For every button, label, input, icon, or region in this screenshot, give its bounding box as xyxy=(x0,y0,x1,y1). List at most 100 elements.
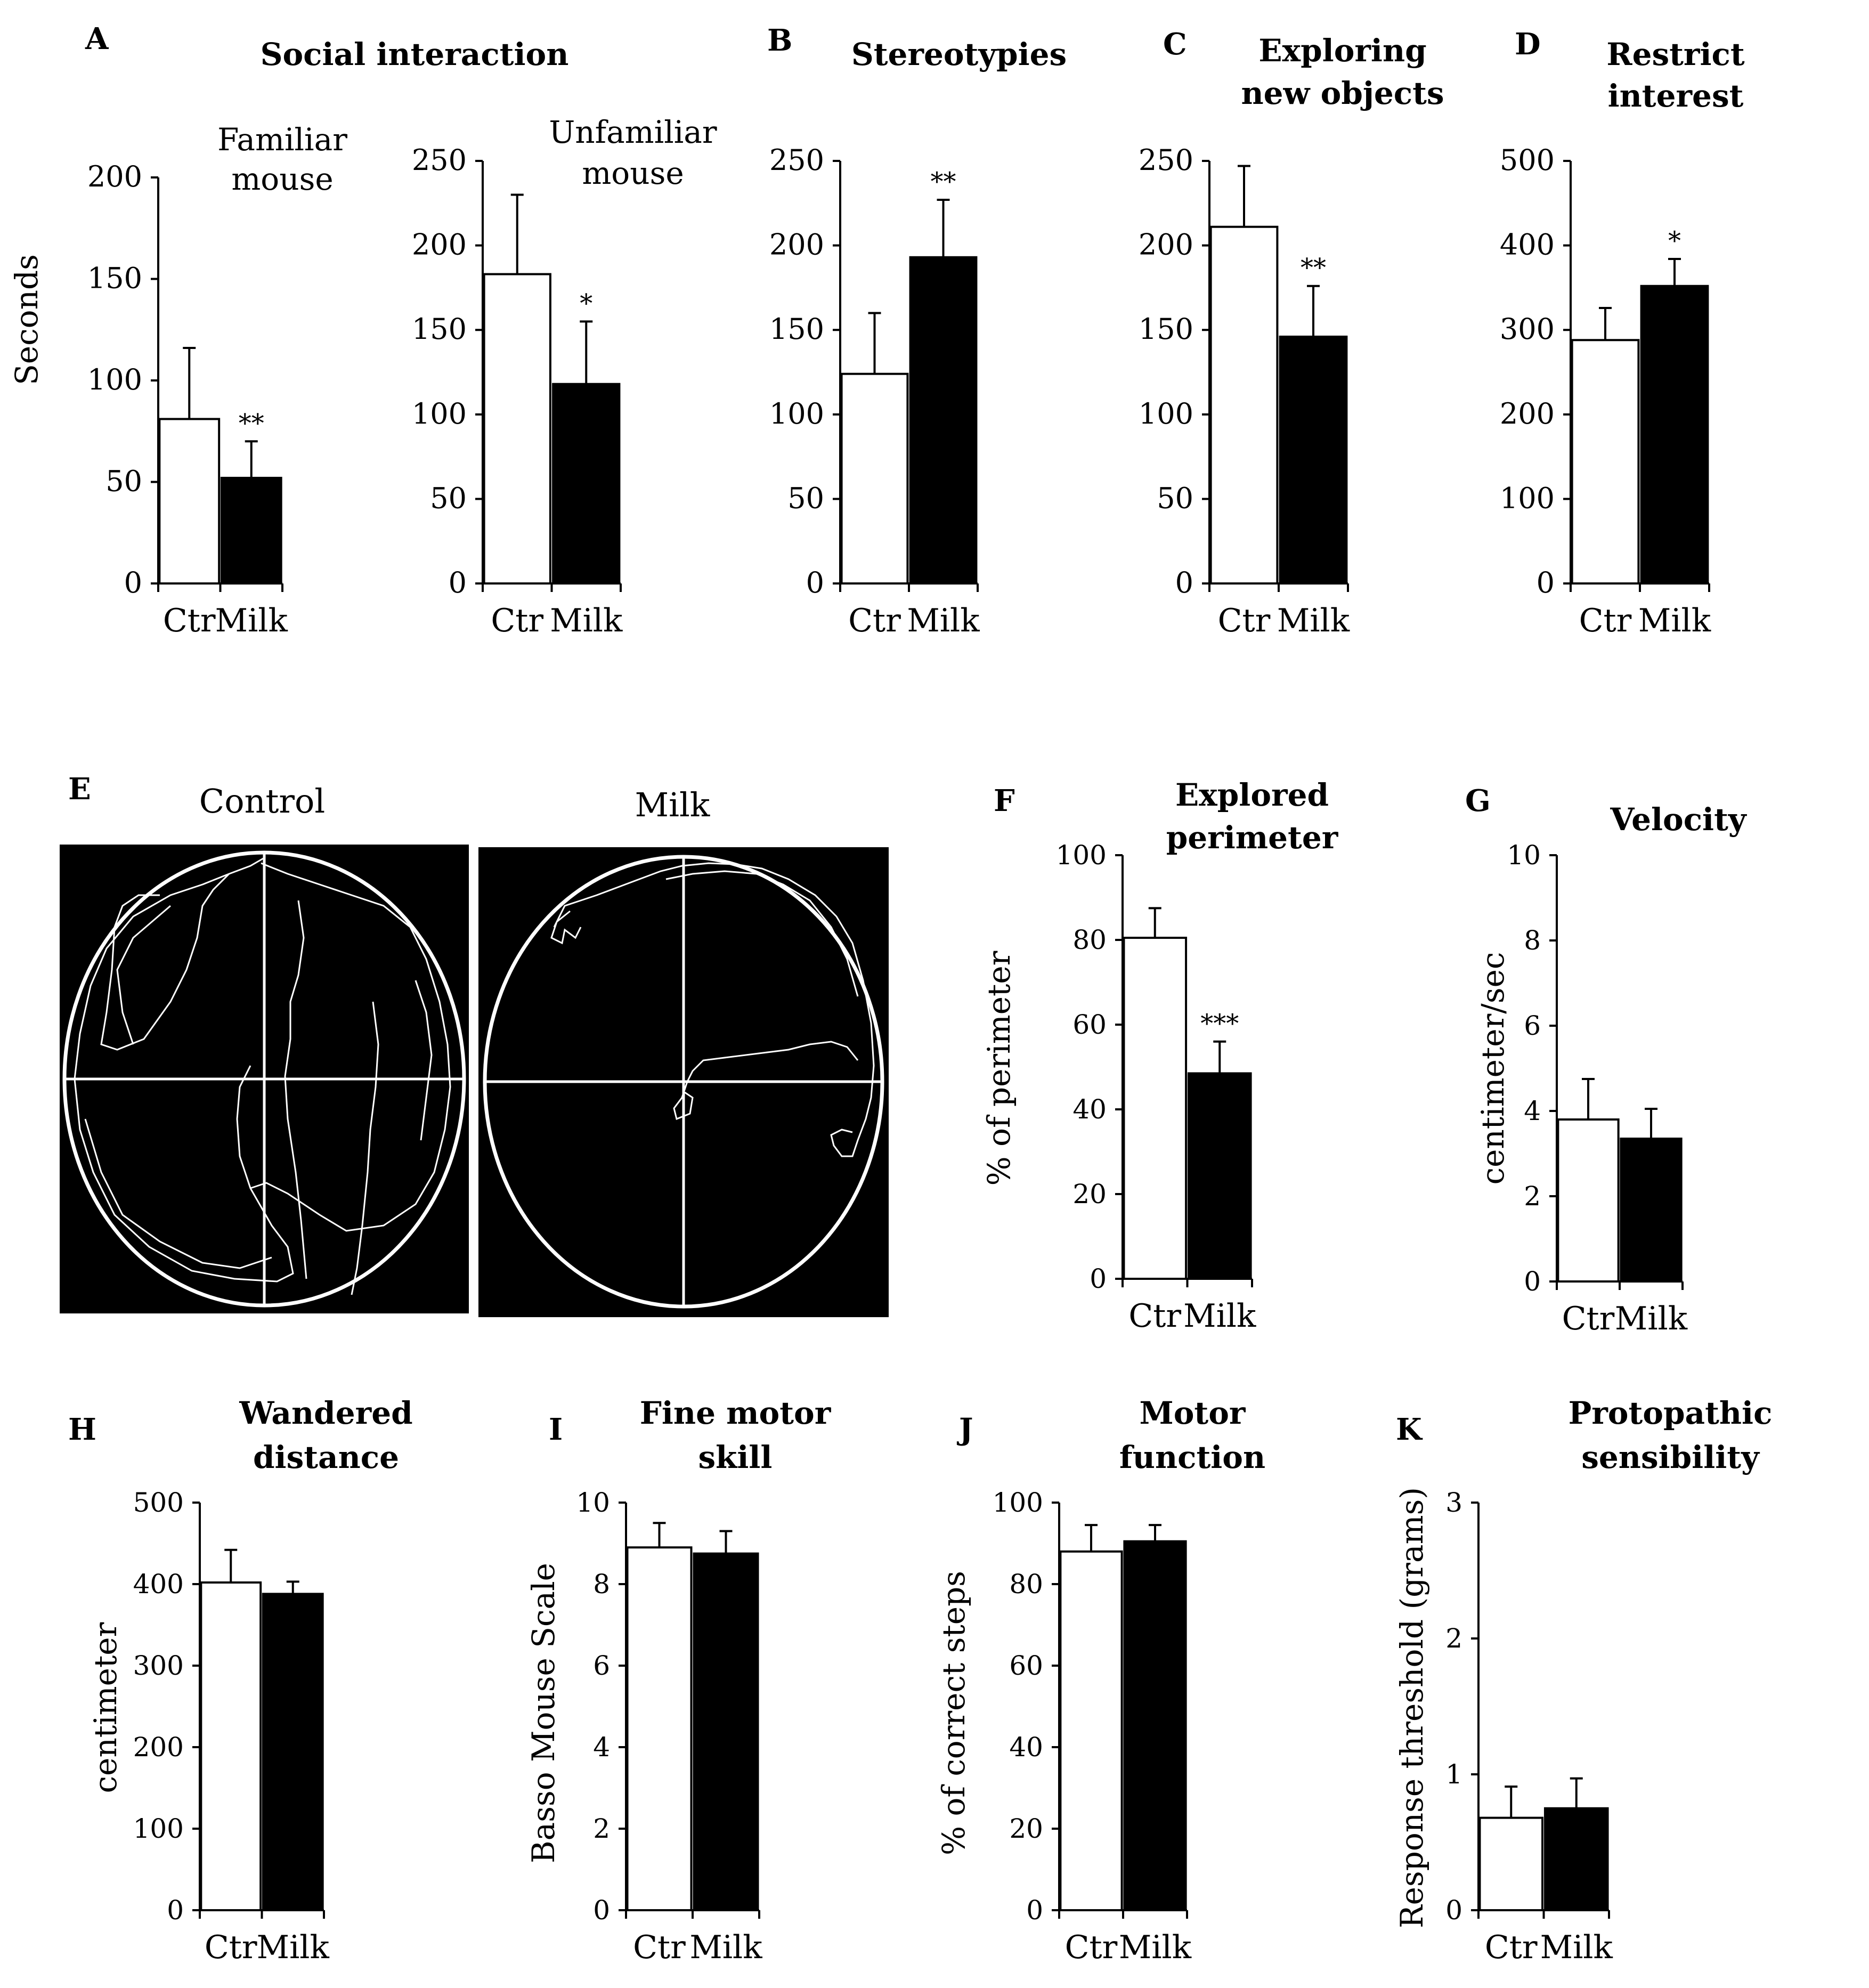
bar-milk xyxy=(1543,1807,1609,1911)
x-category-label: Milk xyxy=(1615,1300,1688,1337)
chart-title-line: Restrict xyxy=(1606,36,1744,72)
chart-title-line: Explored xyxy=(1175,777,1329,813)
chart-A2: Unfamiliar mouse 0 50 100 150 200 250 Ctr Milk * xyxy=(412,114,717,639)
chart-title-line: interest xyxy=(1608,78,1744,114)
y-tick-label: 0 xyxy=(1175,566,1193,599)
bar-ctr xyxy=(483,273,551,585)
x-category-label: Milk xyxy=(215,602,288,639)
y-tick-label: 300 xyxy=(133,1650,184,1681)
bar-milk xyxy=(909,256,978,585)
significance-marker: ** xyxy=(931,167,956,197)
y-tick-label: 10 xyxy=(1507,840,1541,871)
significance-marker: *** xyxy=(1200,1009,1239,1038)
bar-ctr xyxy=(1557,1118,1620,1283)
chart-K: K Protopathic sensibility 0 1 2 3 Ctr Milk Respon… xyxy=(1394,1395,1772,1966)
chart-D: D Restrict interest 0 100 200 300 400 500 Ctr Milk… xyxy=(1500,27,1745,639)
bar-milk xyxy=(552,383,621,585)
bar-milk xyxy=(262,1593,324,1912)
y-tick-label: 400 xyxy=(133,1569,184,1600)
y-axis-label: % of correct steps xyxy=(936,1571,972,1855)
y-tick-label: 0 xyxy=(167,1895,184,1926)
y-tick-label: 4 xyxy=(1524,1096,1541,1126)
y-tick-label: 100 xyxy=(1139,397,1193,431)
chart-title-line: mouse xyxy=(582,155,684,191)
bar-ctr xyxy=(840,372,909,585)
y-tick-label: 80 xyxy=(1009,1569,1043,1600)
significance-marker: * xyxy=(580,288,592,318)
x-category-label: Milk xyxy=(907,602,980,639)
arena-control xyxy=(60,845,469,1313)
panel-letter-e: E xyxy=(68,772,91,807)
chart-G: G Velocity 0 2 4 6 8 10 Ctr Milk centimeter/sec xyxy=(1465,783,1748,1337)
chart-title-line: function xyxy=(1119,1439,1265,1475)
chart-title-line: Familiar xyxy=(217,121,347,158)
panel-letter-k: K xyxy=(1396,1412,1423,1447)
panel-letter-a1: A xyxy=(85,21,109,56)
significance-marker: ** xyxy=(1301,253,1326,283)
x-category-label: Ctr xyxy=(491,602,543,639)
chart-C: C Exploring new objects 0 50 100 150 200 250 Ctr M… xyxy=(1139,27,1444,639)
chart-I: I Fine motor skill 0 2 4 6 8 10 Ctr Milk Basso Mous… xyxy=(525,1395,832,1966)
y-tick-label: 200 xyxy=(87,160,142,193)
y-tick-label: 100 xyxy=(1056,840,1107,871)
x-category-label: Ctr xyxy=(1485,1929,1538,1966)
x-category-label: Milk xyxy=(1183,1297,1256,1335)
chart-title-line: skill xyxy=(698,1439,773,1475)
y-tick-label: 2 xyxy=(1445,1623,1462,1654)
x-category-label: Milk xyxy=(1119,1929,1192,1966)
arena-title-milk: Milk xyxy=(635,785,710,824)
y-tick-label: 200 xyxy=(1500,397,1555,431)
animal-track xyxy=(74,857,451,1295)
y-tick-label: 2 xyxy=(1524,1181,1541,1212)
y-tick-label: 200 xyxy=(133,1732,184,1763)
y-tick-label: 6 xyxy=(1524,1010,1541,1041)
panel-letter-c: C xyxy=(1163,27,1187,62)
y-axis-label: Response threshold (grams) xyxy=(1394,1487,1430,1928)
chart-title-line: Protopathic xyxy=(1569,1395,1773,1431)
y-tick-label: 0 xyxy=(1090,1263,1107,1294)
x-category-label: Ctr xyxy=(205,1929,257,1966)
bar-milk xyxy=(1640,285,1709,585)
y-tick-label: 0 xyxy=(449,566,467,599)
y-tick-label: 50 xyxy=(105,465,142,498)
x-category-label: Milk xyxy=(689,1929,762,1966)
chart-title-line: Stereotypies xyxy=(851,36,1067,72)
x-category-label: Milk xyxy=(1638,602,1711,639)
chart-title-line: mouse xyxy=(231,161,333,197)
x-category-label: Ctr xyxy=(163,602,216,639)
y-tick-label: 50 xyxy=(787,481,824,515)
bar-ctr xyxy=(1209,225,1279,585)
x-category-label: Ctr xyxy=(1128,1297,1181,1335)
y-tick-label: 250 xyxy=(1139,143,1193,177)
y-tick-label: 100 xyxy=(412,397,467,431)
y-tick-label: 150 xyxy=(87,262,142,295)
bar-milk xyxy=(1123,1540,1187,1912)
y-tick-label: 10 xyxy=(576,1487,610,1518)
bar-ctr xyxy=(158,418,221,585)
y-tick-label: 300 xyxy=(1500,312,1555,346)
bar-milk xyxy=(1187,1072,1252,1280)
y-tick-label: 0 xyxy=(1026,1895,1043,1926)
x-category-label: Milk xyxy=(1277,602,1350,639)
y-tick-label: 20 xyxy=(1009,1813,1043,1844)
y-tick-label: 50 xyxy=(430,481,467,515)
y-tick-label: 100 xyxy=(1500,481,1555,515)
y-tick-label: 100 xyxy=(769,397,824,431)
y-tick-label: 60 xyxy=(1072,1009,1107,1040)
y-tick-label: 20 xyxy=(1072,1179,1107,1210)
y-axis-label: % of perimeter xyxy=(981,951,1017,1186)
bar-milk xyxy=(1620,1138,1683,1283)
y-tick-label: 400 xyxy=(1500,228,1555,262)
chart-title-line: Velocity xyxy=(1610,801,1747,838)
bar-ctr xyxy=(626,1546,693,1911)
chart-title-line: sensibility xyxy=(1581,1439,1760,1475)
x-category-label: Ctr xyxy=(1065,1929,1118,1966)
y-tick-label: 8 xyxy=(593,1569,610,1600)
y-tick-label: 150 xyxy=(412,312,467,346)
y-tick-label: 500 xyxy=(133,1487,184,1518)
y-tick-label: 100 xyxy=(993,1487,1043,1518)
chart-J: J Motor function 0 20 40 60 80 100 Ctr Milk % of co… xyxy=(936,1395,1265,1966)
y-axis-label: centimeter/sec xyxy=(1475,952,1511,1185)
bar-milk xyxy=(1279,335,1348,585)
